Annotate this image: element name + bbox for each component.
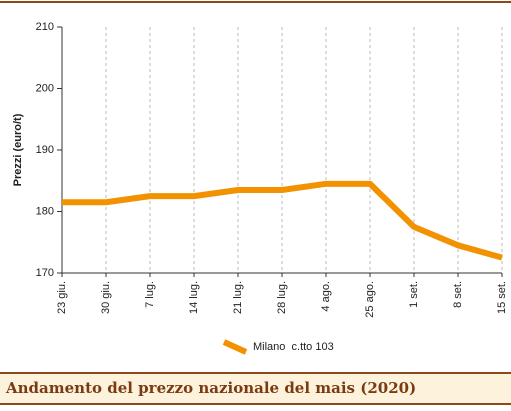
y-tick-label: 200	[36, 82, 54, 94]
y-tick-label: 210	[36, 21, 54, 33]
x-tick-label: 28 lug.	[276, 281, 288, 314]
chart-title: Andamento del prezzo nazionale del mais …	[5, 379, 416, 397]
x-tick-label: 8 set.	[452, 281, 464, 308]
x-tick-label: 1 set.	[408, 281, 420, 308]
x-tick-label: 15 set.	[496, 281, 508, 314]
x-tick-label: 7 lug.	[144, 281, 156, 308]
title-band	[0, 373, 511, 404]
y-tick-label: 170	[36, 267, 54, 279]
series-line	[62, 180, 503, 261]
legend-label: Milano c.tto 103	[253, 341, 334, 353]
y-axis-label: Prezzi (euro/t)	[12, 113, 24, 186]
x-tick-label: 21 lug.	[232, 281, 244, 314]
x-tick-label: 14 lug.	[188, 281, 200, 314]
y-tick-label: 180	[36, 205, 54, 217]
legend-swatch	[222, 339, 248, 355]
x-tick-label: 4 ago.	[320, 281, 332, 312]
x-tick-label: 25 ago.	[364, 281, 376, 318]
x-tick-label: 23 giu.	[56, 281, 68, 314]
y-tick-label: 190	[36, 144, 54, 156]
x-tick-label: 30 giu.	[100, 281, 112, 314]
